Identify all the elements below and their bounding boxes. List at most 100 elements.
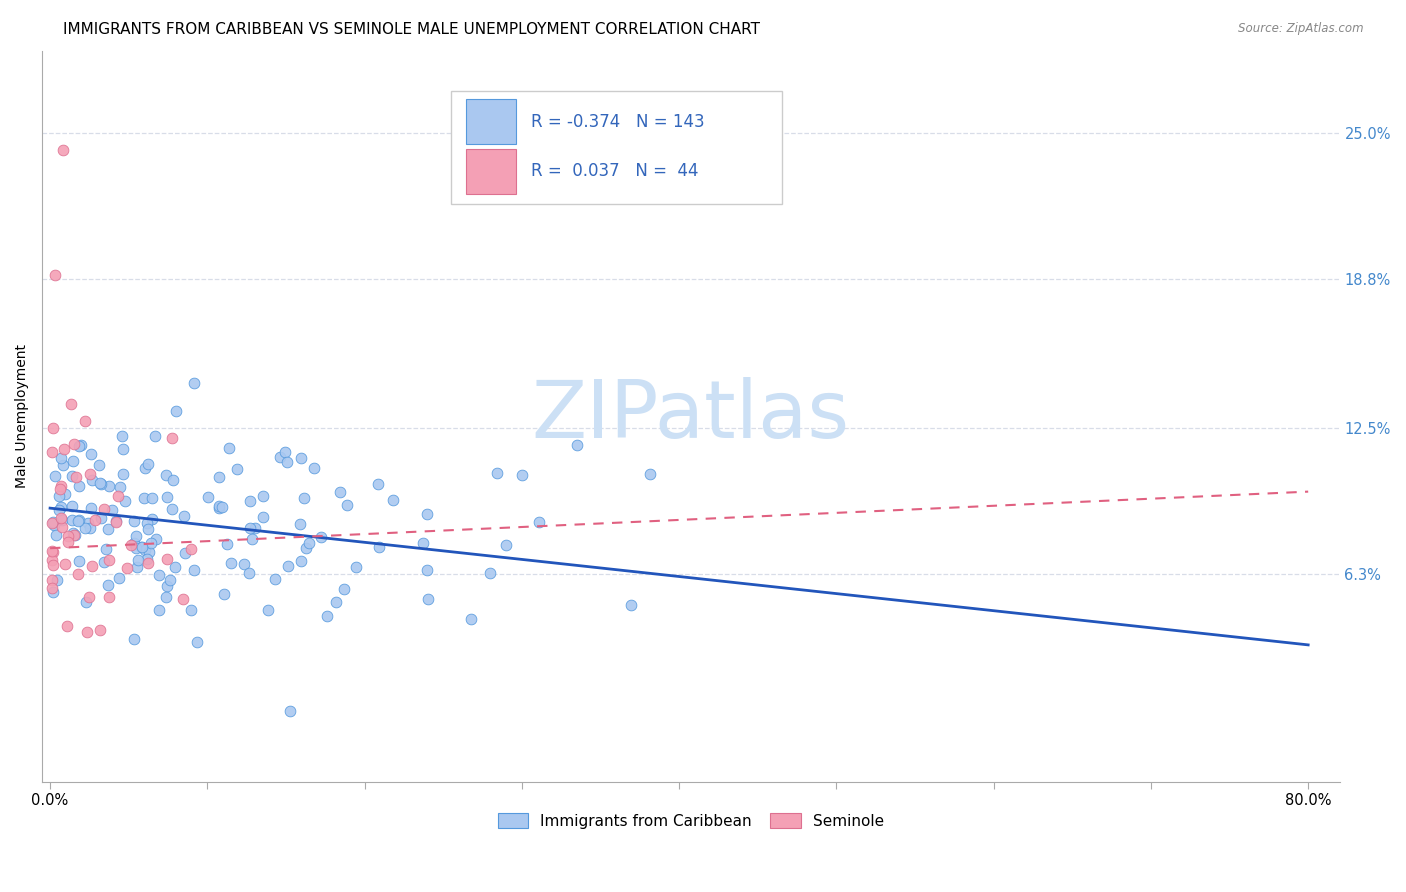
- Point: [479, 566, 502, 580]
- Point: [44, 468, 66, 483]
- Point: [290, 450, 312, 465]
- Point: [89, 458, 111, 473]
- Point: [67, 479, 90, 493]
- Point: [132, 491, 155, 506]
- Point: [112, 467, 135, 481]
- Point: [114, 494, 136, 508]
- Point: [207, 470, 229, 484]
- Point: [59, 397, 82, 411]
- Point: [98, 478, 121, 492]
- Point: [60, 513, 83, 527]
- Point: [180, 542, 202, 557]
- Point: [127, 559, 149, 574]
- Point: [239, 521, 262, 535]
- Legend: Immigrants from Caribbean, Seminole: Immigrants from Caribbean, Seminole: [489, 805, 891, 836]
- Point: [111, 442, 134, 457]
- Point: [41, 445, 63, 459]
- Point: [302, 460, 325, 475]
- FancyBboxPatch shape: [467, 99, 516, 145]
- Point: [180, 603, 202, 617]
- Point: [332, 582, 354, 596]
- Point: [290, 516, 312, 531]
- Point: [62, 454, 84, 468]
- Point: [79, 467, 101, 481]
- Point: [416, 592, 439, 607]
- Point: [56, 619, 79, 633]
- Point: [141, 491, 163, 505]
- Point: [107, 489, 129, 503]
- Point: [42, 558, 65, 573]
- Point: [252, 510, 274, 524]
- Point: [215, 537, 238, 551]
- Point: [70, 438, 93, 452]
- Point: [73, 521, 96, 535]
- Point: [316, 608, 339, 623]
- Point: [52, 143, 75, 157]
- Point: [309, 530, 332, 544]
- Text: ZIPatlas: ZIPatlas: [531, 377, 851, 455]
- Point: [269, 450, 291, 464]
- Point: [276, 455, 298, 469]
- Point: [48, 489, 70, 503]
- Point: [183, 564, 205, 578]
- Point: [136, 522, 159, 536]
- Point: [162, 431, 184, 445]
- Point: [80, 447, 103, 461]
- Point: [41, 545, 63, 559]
- Point: [90, 511, 112, 525]
- Point: [173, 546, 195, 560]
- Point: [238, 566, 260, 580]
- Point: [93, 502, 115, 516]
- Point: [41, 574, 63, 588]
- Point: [96, 541, 118, 556]
- Point: [53, 558, 76, 572]
- Point: [80, 559, 103, 574]
- Point: [486, 466, 509, 480]
- Point: [159, 574, 181, 588]
- Point: [90, 476, 112, 491]
- Point: [111, 428, 134, 442]
- Point: [136, 458, 159, 472]
- Point: [208, 501, 231, 516]
- Point: [148, 568, 170, 582]
- Point: [56, 535, 79, 549]
- Point: [155, 590, 177, 604]
- Point: [124, 632, 146, 646]
- Point: [127, 553, 149, 567]
- Point: [73, 414, 96, 428]
- Point: [218, 441, 240, 455]
- Point: [134, 543, 156, 558]
- Point: [211, 500, 233, 514]
- Point: [79, 520, 101, 534]
- Point: [115, 561, 138, 575]
- Point: [290, 554, 312, 568]
- Point: [329, 484, 352, 499]
- Point: [100, 503, 122, 517]
- Point: [44, 268, 66, 282]
- Point: [67, 439, 90, 453]
- Point: [125, 541, 148, 555]
- Point: [412, 536, 434, 550]
- Point: [233, 557, 256, 571]
- Point: [42, 421, 65, 435]
- Point: [219, 557, 242, 571]
- Point: [67, 513, 90, 527]
- Point: [382, 492, 405, 507]
- Text: Source: ZipAtlas.com: Source: ZipAtlas.com: [1239, 22, 1364, 36]
- Point: [336, 499, 359, 513]
- Point: [76, 624, 98, 639]
- Point: [105, 514, 128, 528]
- Point: [135, 516, 157, 531]
- Point: [42, 584, 65, 599]
- Point: [173, 508, 195, 523]
- Point: [75, 594, 97, 608]
- Point: [565, 438, 588, 452]
- Point: [368, 540, 391, 554]
- Point: [97, 553, 120, 567]
- Point: [325, 595, 347, 609]
- Point: [143, 429, 166, 443]
- Point: [212, 587, 235, 601]
- Point: [183, 376, 205, 390]
- Point: [263, 572, 285, 586]
- Point: [65, 470, 87, 484]
